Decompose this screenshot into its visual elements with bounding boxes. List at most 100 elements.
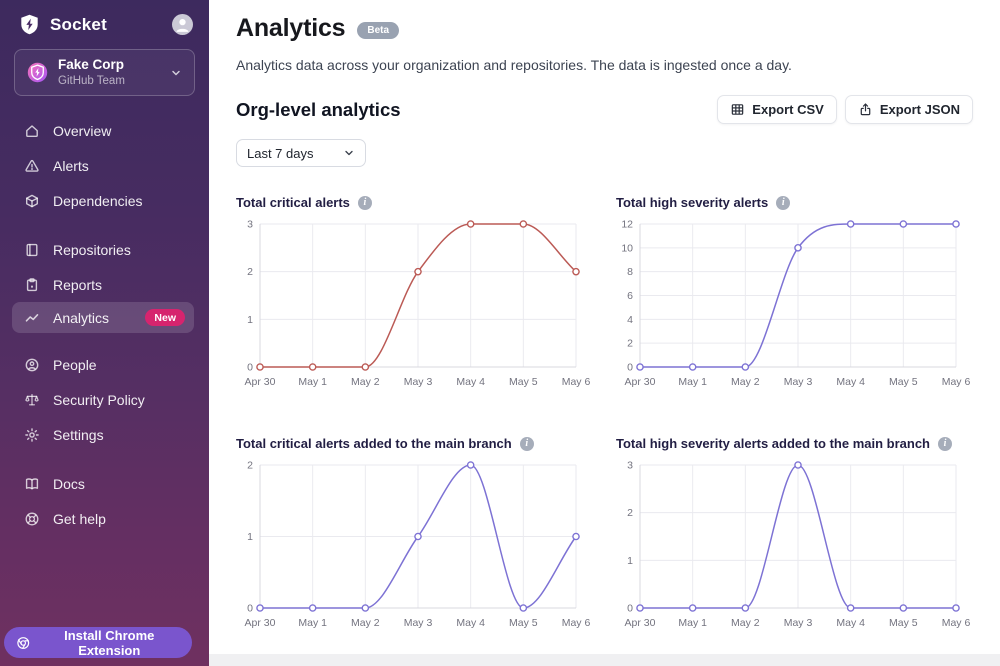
- svg-text:Apr 30: Apr 30: [245, 376, 276, 388]
- sidebar-item-overview[interactable]: Overview: [0, 113, 209, 148]
- svg-text:May 4: May 4: [836, 617, 865, 629]
- org-team: GitHub Team: [58, 74, 125, 87]
- svg-text:8: 8: [627, 266, 633, 278]
- svg-text:May 3: May 3: [784, 617, 813, 629]
- export-csv-button[interactable]: Export CSV: [717, 95, 837, 124]
- new-badge: New: [145, 309, 185, 326]
- svg-text:May 5: May 5: [509, 617, 538, 629]
- chart-title: Total critical alerts: [236, 195, 350, 210]
- svg-text:6: 6: [627, 290, 633, 302]
- scales-icon: [24, 392, 40, 408]
- svg-text:0: 0: [627, 603, 633, 615]
- sidebar-item-dependencies[interactable]: Dependencies: [0, 183, 209, 218]
- sidebar-nav: Overview Alerts Dependencies Repositorie…: [0, 113, 209, 536]
- open-book-icon: [24, 476, 40, 492]
- sidebar-item-repositories[interactable]: Repositories: [0, 232, 209, 267]
- export-csv-label: Export CSV: [752, 102, 824, 117]
- chart-title: Total high severity alerts: [616, 195, 769, 210]
- sidebar-item-alerts[interactable]: Alerts: [0, 148, 209, 183]
- info-icon[interactable]: [776, 195, 791, 210]
- sidebar-item-reports[interactable]: Reports: [0, 267, 209, 302]
- org-selector[interactable]: Fake Corp GitHub Team: [14, 49, 195, 96]
- beta-badge: Beta: [357, 21, 400, 39]
- sidebar: Socket Fake Corp GitHub Team: [0, 0, 209, 666]
- svg-text:May 6: May 6: [942, 617, 971, 629]
- export-buttons: Export CSV Export JSON: [717, 95, 973, 124]
- line-chart-critical-alerts-main-branch: 0 1 2 Apr 30 May 1 May 2 May 3 May 4 May 5 May 6: [245, 460, 591, 630]
- svg-text:May 5: May 5: [509, 376, 538, 388]
- title-row: Analytics Beta: [236, 14, 973, 43]
- info-icon[interactable]: [357, 195, 372, 210]
- svg-text:1: 1: [627, 555, 633, 567]
- svg-text:May 3: May 3: [404, 376, 433, 388]
- person-circle-icon: [24, 357, 40, 373]
- date-range-select[interactable]: Last 7 days: [236, 139, 366, 167]
- svg-text:0: 0: [627, 362, 633, 374]
- sidebar-item-security-policy[interactable]: Security Policy: [0, 382, 209, 417]
- chart-card-high-severity-alerts-main-branch: Total high severity alerts added to the …: [616, 436, 970, 633]
- package-icon: [24, 193, 40, 209]
- svg-text:1: 1: [247, 531, 253, 543]
- page-description: Analytics data across your organization …: [236, 57, 792, 73]
- charts-grid: Total critical alerts 0 1 2 3 Apr 30 May 1 May…: [236, 195, 973, 633]
- alert-triangle-icon: [24, 158, 40, 174]
- svg-text:10: 10: [621, 242, 633, 254]
- sidebar-item-docs[interactable]: Docs: [0, 466, 209, 501]
- svg-text:Apr 30: Apr 30: [625, 617, 656, 629]
- svg-text:May 1: May 1: [298, 376, 327, 388]
- table-grid-icon: [730, 102, 745, 117]
- life-buoy-icon: [24, 511, 40, 527]
- svg-text:May 1: May 1: [678, 617, 707, 629]
- trend-line-icon: [24, 310, 40, 326]
- svg-text:May 4: May 4: [456, 376, 485, 388]
- page-bottom-strip: [209, 654, 1000, 666]
- info-icon[interactable]: [938, 436, 952, 451]
- brand-row: Socket: [0, 0, 209, 36]
- svg-text:2: 2: [627, 507, 633, 519]
- svg-text:May 3: May 3: [404, 617, 433, 629]
- svg-text:2: 2: [247, 460, 253, 472]
- svg-text:May 6: May 6: [562, 617, 591, 629]
- date-range-value: Last 7 days: [247, 145, 314, 161]
- svg-text:May 5: May 5: [889, 376, 918, 388]
- brand-name: Socket: [50, 14, 107, 34]
- home-icon: [24, 123, 40, 139]
- info-icon[interactable]: [519, 436, 534, 451]
- chart-title: Total high severity alerts added to the …: [616, 436, 930, 451]
- avatar[interactable]: [172, 14, 193, 35]
- section-title: Org-level analytics: [236, 98, 401, 120]
- socket-logo-icon: [18, 13, 41, 36]
- svg-text:May 1: May 1: [298, 617, 327, 629]
- sidebar-item-get-help[interactable]: Get help: [0, 501, 209, 536]
- page-title: Analytics: [236, 14, 346, 42]
- clipboard-icon: [24, 277, 40, 293]
- export-json-button[interactable]: Export JSON: [844, 95, 973, 124]
- chart-card-total-critical-alerts: Total critical alerts 0 1 2 3 Apr 30 May 1 May…: [236, 195, 591, 392]
- svg-text:May 6: May 6: [942, 376, 971, 388]
- sidebar-item-people[interactable]: People: [0, 347, 209, 382]
- line-chart-total-high-severity-alerts: 0 2 4 6 8 10 12 Apr 30 May 1 May 2 May 3 May 4 May 5…: [621, 219, 970, 389]
- svg-text:May 5: May 5: [889, 617, 918, 629]
- install-chrome-extension-button[interactable]: Install Chrome Extension: [4, 627, 192, 658]
- repository-icon: [24, 242, 40, 258]
- line-chart-total-critical-alerts: 0 1 2 3 Apr 30 May 1 May 2 May 3 May 4 May 5 May 6: [245, 219, 591, 389]
- svg-text:May 1: May 1: [678, 376, 707, 388]
- svg-text:0: 0: [247, 362, 253, 374]
- svg-text:3: 3: [247, 219, 253, 231]
- user-icon: [176, 18, 189, 32]
- share-export-icon: [858, 102, 873, 117]
- sidebar-item-analytics[interactable]: Analytics New: [12, 302, 194, 333]
- svg-text:2: 2: [627, 338, 633, 350]
- install-button-label: Install Chrome Extension: [64, 627, 155, 658]
- sidebar-item-settings[interactable]: Settings: [0, 417, 209, 452]
- svg-text:4: 4: [627, 314, 633, 326]
- svg-text:May 4: May 4: [836, 376, 865, 388]
- svg-text:May 2: May 2: [351, 617, 380, 629]
- org-text: Fake Corp GitHub Team: [58, 57, 170, 88]
- org-name: Fake Corp: [58, 56, 125, 72]
- svg-text:May 3: May 3: [784, 376, 813, 388]
- chrome-icon: [16, 635, 31, 651]
- chart-title: Total critical alerts added to the main …: [236, 436, 512, 451]
- chart-card-total-high-severity-alerts: Total high severity alerts 0 2 4 6 8 10 12 Apr …: [616, 195, 970, 392]
